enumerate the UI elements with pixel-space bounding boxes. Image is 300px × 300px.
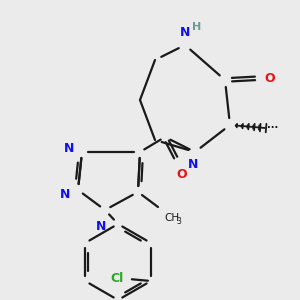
Text: N: N [188, 158, 198, 170]
Text: N: N [60, 188, 70, 200]
Text: H: H [192, 22, 202, 32]
Text: 3: 3 [176, 217, 181, 226]
Text: N: N [64, 142, 74, 154]
Text: O: O [177, 167, 187, 181]
Text: CH: CH [164, 213, 179, 223]
Text: N: N [96, 220, 106, 233]
Text: O: O [265, 71, 275, 85]
Text: ···: ··· [267, 123, 278, 133]
Text: N: N [180, 26, 190, 40]
Text: Cl: Cl [111, 272, 124, 286]
